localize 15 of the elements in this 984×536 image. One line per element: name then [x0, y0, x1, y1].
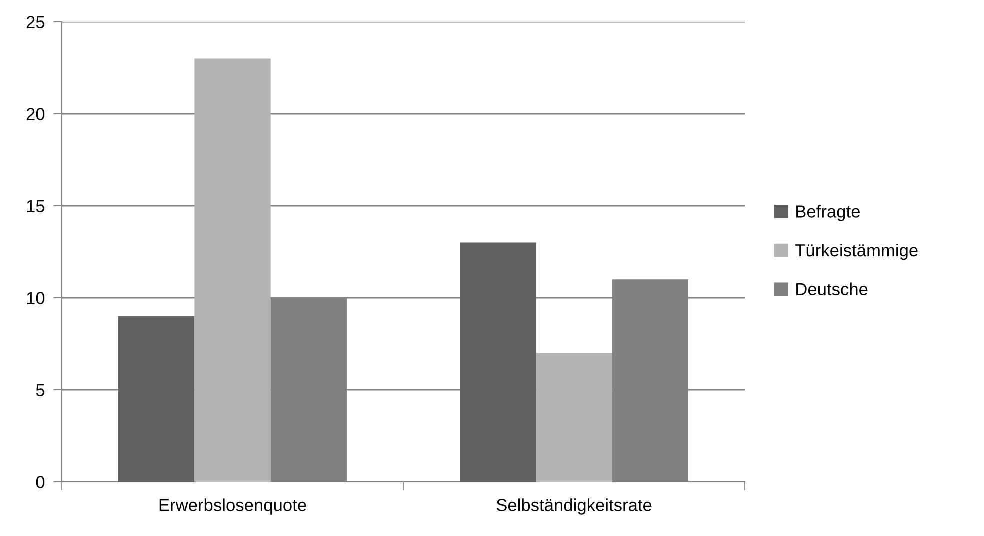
y-tick-label: 20 — [26, 108, 45, 120]
y-tick-label: 10 — [27, 292, 45, 304]
x-tick-label: Erwerbslosenquote — [160, 498, 306, 515]
bar — [194, 58, 271, 482]
legend-label: Türkeistämmige — [796, 244, 918, 260]
x-tick-label: Selbständigkeitsrate — [496, 498, 652, 515]
y-tick-label: 0 — [36, 476, 45, 488]
y-tick-label: 15 — [27, 200, 45, 212]
bar — [118, 316, 195, 482]
legend-label: Deutsche — [796, 282, 868, 296]
y-tick-label: 5 — [36, 384, 45, 396]
bar — [460, 242, 536, 482]
y-tick-label: 25 — [26, 16, 45, 28]
legend-label: Befragte — [796, 205, 860, 222]
bar — [536, 353, 612, 482]
